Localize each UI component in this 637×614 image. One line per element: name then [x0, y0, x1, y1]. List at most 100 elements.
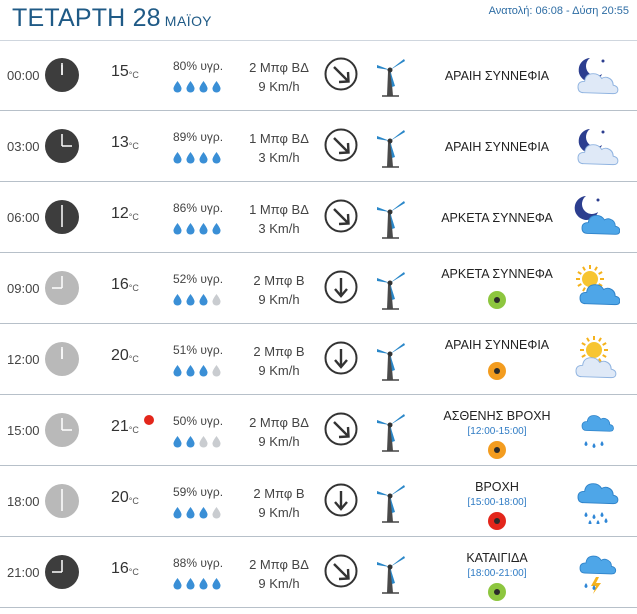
forecast-list: 00:00 15°C 80% υγρ. 2 Μπφ ΒΔ 9 Km/h ΑΡΑΙΗ ΣΥΝ… [0, 40, 637, 608]
wind-info: 2 Μπφ Β 9 Km/h [244, 342, 314, 380]
clock-icon [45, 413, 79, 447]
sun-clouds-icon [574, 265, 621, 311]
uv-index-icon[interactable] [488, 362, 506, 380]
wind-speed: 9 Km/h [258, 576, 300, 591]
uv-index-dot [494, 518, 500, 524]
temperature-value: 16 [111, 560, 129, 577]
temperature: 15°C [111, 63, 139, 81]
humidity-drop-icon [211, 222, 222, 235]
humidity-drop-icon [172, 151, 183, 164]
uv-index-icon[interactable] [488, 512, 506, 530]
humidity-drops [172, 80, 222, 93]
humidity-drop-icon [185, 577, 196, 590]
uv-index-dot [494, 447, 500, 453]
forecast-row: 03:00 13°C 89% υγρ. 1 Μπφ ΒΔ 3 Km/h ΑΡΑΙΗ ΣΥΝ… [0, 111, 637, 182]
humidity-label: 89% υγρ. [173, 130, 224, 144]
temperature-value: 20 [111, 347, 129, 364]
wind-force: 2 Μπφ ΒΔ [249, 60, 309, 75]
wind-info: 2 Μπφ Β 9 Km/h [244, 271, 314, 309]
time-label: 21:00 [7, 565, 40, 580]
wind-force: 2 Μπφ ΒΔ [249, 415, 309, 430]
wind-direction-icon [324, 554, 358, 588]
temperature-value: 12 [111, 205, 129, 222]
thunderstorm-icon [574, 549, 620, 595]
humidity-drop-icon [185, 435, 196, 448]
humidity-drops [172, 293, 222, 306]
temperature-value: 16 [111, 276, 129, 293]
temperature: 21°C [111, 418, 139, 436]
forecast-row: 06:00 12°C 86% υγρ. 1 Μπφ ΒΔ 3 Km/h ΑΡΚΕΤΑ ΣΥ… [0, 182, 637, 253]
forecast-row: 21:00 16°C 88% υγρ. 2 Μπφ ΒΔ 9 Km/h ΚΑΤΑΙΓΙΔΑ… [0, 537, 637, 608]
wind-force: 2 Μπφ Β [253, 344, 305, 359]
temperature-unit: °C [128, 70, 139, 80]
wind-force: 1 Μπφ ΒΔ [249, 202, 309, 217]
temperature-value: 15 [111, 63, 129, 80]
condition-label: ΑΡΑΙΗ ΣΥΝΝΕΦΙΑ [444, 338, 550, 352]
clock-icon [45, 200, 79, 234]
sunrise-sunset: Ανατολή: 06:08 - Δύση 20:55 [488, 5, 629, 17]
humidity-label: 51% υγρ. [173, 343, 224, 357]
day-label: ΤΕΤΑΡΤΗ 28 [12, 4, 161, 32]
humidity-drops [172, 577, 222, 590]
wind-force: 1 Μπφ ΒΔ [249, 131, 309, 146]
warning-icon[interactable] [144, 415, 154, 425]
clock-icon [45, 129, 79, 163]
humidity-label: 52% υγρ. [173, 272, 224, 286]
moon-cloud-icon [574, 52, 620, 98]
wind-force: 2 Μπφ Β [253, 486, 305, 501]
humidity-label: 86% υγρ. [173, 201, 224, 215]
time-label: 15:00 [7, 423, 40, 438]
forecast-row: 15:00 21°C 50% υγρ. 2 Μπφ ΒΔ 9 Km/h ΑΣΘΕΝΗΣ Β… [0, 395, 637, 466]
humidity-drops [172, 435, 222, 448]
temperature: 13°C [111, 134, 139, 152]
wind-info: 1 Μπφ ΒΔ 3 Km/h [244, 129, 314, 167]
time-label: 00:00 [7, 68, 40, 83]
humidity-drop-icon [211, 364, 222, 377]
humidity-drop-icon [198, 435, 209, 448]
wind-turbine-icon [374, 196, 408, 240]
day-header: ΤΕΤΑΡΤΗ 28 ΜΑΪΟΥ Ανατολή: 06:08 - Δύση 20… [0, 0, 637, 41]
wind-direction-icon [324, 483, 358, 517]
clock-icon [45, 555, 79, 589]
humidity-drop-icon [198, 293, 209, 306]
time-label: 06:00 [7, 210, 40, 225]
uv-index-icon[interactable] [488, 441, 506, 459]
temperature-unit: °C [128, 496, 139, 506]
temperature: 20°C [111, 489, 139, 507]
clock-icon [45, 342, 79, 376]
temperature: 16°C [111, 560, 139, 578]
humidity-drops [172, 151, 222, 164]
wind-speed: 9 Km/h [258, 292, 300, 307]
wind-info: 2 Μπφ ΒΔ 9 Km/h [244, 58, 314, 96]
uv-index-dot [494, 368, 500, 374]
wind-turbine-icon [374, 267, 408, 311]
temperature-unit: °C [128, 212, 139, 222]
humidity-drop-icon [185, 293, 196, 306]
wind-speed: 9 Km/h [258, 434, 300, 449]
condition-label: ΚΑΤΑΙΓΙΔΑ [466, 551, 528, 565]
humidity-drop-icon [172, 222, 183, 235]
humidity-label: 50% υγρ. [173, 414, 224, 428]
uv-index-icon[interactable] [488, 583, 506, 601]
forecast-row: 00:00 15°C 80% υγρ. 2 Μπφ ΒΔ 9 Km/h ΑΡΑΙΗ ΣΥΝ… [0, 40, 637, 111]
uv-index-dot [494, 589, 500, 595]
humidity-label: 59% υγρ. [173, 485, 224, 499]
condition-label: ΒΡΟΧΗ [475, 480, 519, 494]
humidity-drop-icon [172, 435, 183, 448]
humidity-drop-icon [172, 364, 183, 377]
wind-turbine-icon [374, 480, 408, 524]
temperature-unit: °C [128, 354, 139, 364]
condition-label: ΑΣΘΕΝΗΣ ΒΡΟΧΗ [443, 409, 551, 423]
rain-time-range: [15:00-18:00] [467, 497, 527, 508]
humidity-drop-icon [185, 364, 196, 377]
wind-speed: 9 Km/h [258, 79, 300, 94]
uv-index-icon[interactable] [488, 291, 506, 309]
humidity-drop-icon [211, 80, 222, 93]
rain-time-range: [12:00-15:00] [467, 426, 527, 437]
wind-direction-icon [324, 270, 358, 304]
humidity-drop-icon [211, 506, 222, 519]
clock-icon [45, 484, 79, 518]
wind-speed: 9 Km/h [258, 363, 300, 378]
humidity-drop-icon [185, 80, 196, 93]
wind-force: 2 Μπφ ΒΔ [249, 557, 309, 572]
